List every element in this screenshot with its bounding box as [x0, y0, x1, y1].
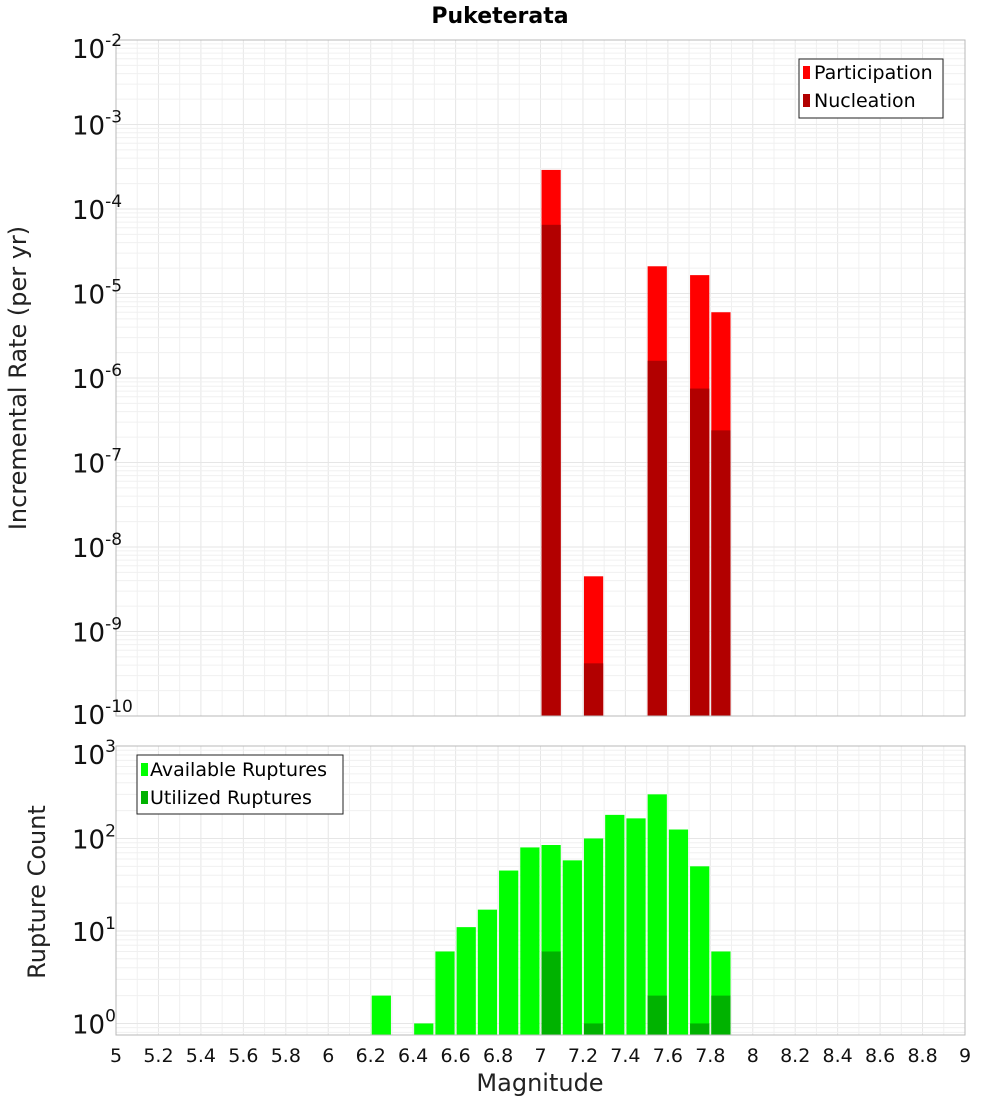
x-tick-label: 8.6 [865, 1045, 895, 1067]
legend-label-available-ruptures: Available Ruptures [150, 759, 327, 781]
bar-nucleation [541, 224, 561, 716]
bar-available-ruptures [605, 814, 625, 1035]
x-tick-label: 7 [534, 1045, 546, 1067]
bar-nucleation [690, 388, 710, 716]
top-legend-box [798, 58, 944, 119]
legend-label-utilized-ruptures: Utilized Ruptures [150, 787, 312, 809]
x-tick-label: 5.6 [228, 1045, 258, 1067]
x-axis-title: Magnitude [476, 1069, 603, 1097]
top-panel: 10-10 10-9 10-8 10-7 10-6 10-5 10-4 10-3 10-2 In… [4, 31, 966, 731]
x-tick-label: 5.2 [143, 1045, 173, 1067]
x-tick-label: 8.8 [907, 1045, 937, 1067]
x-tick-label: 7.8 [695, 1045, 725, 1067]
y-tick-label: 10-9 [72, 615, 122, 649]
x-tick-label: 9 [959, 1045, 971, 1067]
bottom-panel: 100 101 102 103 Rupture Count 5 5.2 5.4 5.6 5.8… [23, 737, 971, 1097]
top-y-tick-labels: 10-10 10-9 10-8 10-7 10-6 10-5 10-4 10-3 10-2 [72, 31, 133, 731]
x-tick-label: 5 [110, 1045, 122, 1067]
legend-label-participation: Participation [814, 62, 933, 84]
bar-available-ruptures [435, 951, 455, 1035]
legend-swatch-participation [803, 66, 810, 79]
x-tick-label: 6.4 [398, 1045, 428, 1067]
bar-available-ruptures [647, 794, 667, 1035]
y-tick-label: 10-2 [72, 31, 122, 65]
x-tick-label: 6.8 [483, 1045, 513, 1067]
bar-available-ruptures [668, 829, 689, 1035]
bottom-bars [371, 794, 731, 1035]
x-tick-label: 7.6 [653, 1045, 683, 1067]
bottom-plot-frame [115, 745, 966, 1036]
bar-nucleation [711, 430, 731, 716]
y-tick-label: 102 [72, 821, 116, 855]
x-tick-label: 5.4 [186, 1045, 216, 1067]
y-tick-label: 100 [72, 1006, 116, 1040]
x-tick-labels: 5 5.2 5.4 5.6 5.8 6 6.2 6.4 6.6 6.8 7 7.2 7.4 7.6 7.8 8… [110, 1045, 971, 1067]
bar-available-ruptures [520, 847, 540, 1035]
y-tick-label: 10-5 [72, 277, 122, 311]
bar-utilized-ruptures [690, 1023, 710, 1035]
x-tick-label: 8.2 [780, 1045, 810, 1067]
legend-swatch-utilized-ruptures [141, 791, 148, 804]
bottom-y-axis-title: Rupture Count [23, 805, 51, 979]
top-plot-frame [115, 39, 966, 717]
top-y-axis-title: Incremental Rate (per yr) [4, 226, 32, 530]
bottom-legend: Available Ruptures Utilized Ruptures [136, 754, 344, 815]
y-tick-label: 10-8 [72, 530, 122, 564]
x-tick-label: 7.2 [568, 1045, 598, 1067]
bar-available-ruptures [499, 870, 519, 1035]
bottom-y-tick-labels: 100 101 102 103 [72, 737, 116, 1040]
y-tick-label: 10-6 [72, 361, 122, 395]
y-tick-label: 10-10 [72, 697, 133, 731]
bar-available-ruptures [583, 838, 604, 1035]
bar-utilized-ruptures [711, 995, 731, 1035]
bar-available-ruptures [477, 909, 498, 1035]
bar-nucleation [583, 663, 604, 716]
bar-utilized-ruptures [583, 1023, 604, 1035]
bar-available-ruptures [562, 860, 582, 1035]
x-tick-label: 8 [747, 1045, 759, 1067]
bar-utilized-ruptures [647, 995, 667, 1035]
x-tick-label: 6.6 [440, 1045, 470, 1067]
x-tick-label: 6 [322, 1045, 334, 1067]
top-bars [541, 169, 731, 716]
x-tick-label: 8.4 [823, 1045, 853, 1067]
y-tick-label: 101 [72, 914, 116, 948]
bar-available-ruptures [414, 1023, 434, 1035]
bar-available-ruptures [456, 927, 476, 1035]
legend-swatch-available-ruptures [141, 763, 148, 776]
chart-title: Puketerata [431, 4, 568, 29]
bar-utilized-ruptures [541, 951, 561, 1035]
top-legend: Participation Nucleation [798, 58, 944, 119]
y-tick-label: 10-7 [72, 446, 122, 480]
bar-available-ruptures [690, 866, 710, 1035]
x-tick-label: 5.8 [271, 1045, 301, 1067]
legend-label-nucleation: Nucleation [814, 90, 916, 112]
legend-swatch-nucleation [803, 94, 810, 107]
top-gridlines [115, 39, 966, 717]
x-tick-label: 6.2 [356, 1045, 386, 1067]
bar-nucleation [647, 360, 667, 716]
x-tick-label: 7.4 [610, 1045, 640, 1067]
bar-available-ruptures [371, 995, 391, 1035]
bottom-legend-box [136, 754, 344, 815]
y-tick-label: 103 [72, 737, 116, 771]
y-tick-label: 10-3 [72, 108, 122, 142]
y-tick-label: 10-4 [72, 192, 122, 226]
bar-available-ruptures [626, 818, 646, 1035]
